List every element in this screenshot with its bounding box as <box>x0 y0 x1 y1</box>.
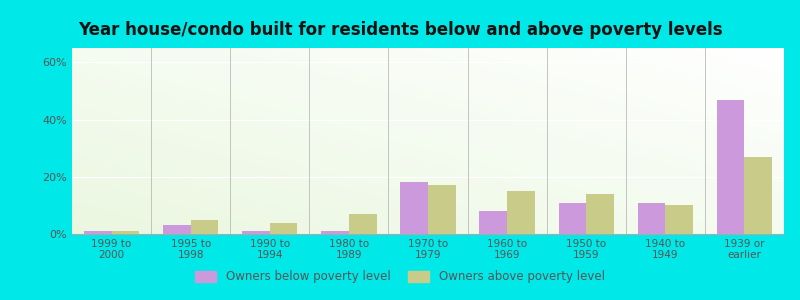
Bar <box>507 191 534 234</box>
Bar <box>745 157 772 234</box>
Bar <box>428 185 456 234</box>
Bar <box>163 225 190 234</box>
Bar <box>349 214 377 234</box>
Bar <box>242 231 270 234</box>
Bar <box>190 220 218 234</box>
Text: Year house/condo built for residents below and above poverty levels: Year house/condo built for residents bel… <box>78 21 722 39</box>
Bar <box>111 231 139 234</box>
Bar <box>321 231 349 234</box>
Bar <box>84 231 111 234</box>
Bar <box>400 182 428 234</box>
Bar <box>558 202 586 234</box>
Bar <box>270 223 298 234</box>
Bar <box>479 211 507 234</box>
Bar <box>586 194 614 234</box>
Bar <box>638 202 666 234</box>
Bar <box>717 100 745 234</box>
Bar <box>666 206 693 234</box>
Legend: Owners below poverty level, Owners above poverty level: Owners below poverty level, Owners above… <box>190 266 610 288</box>
